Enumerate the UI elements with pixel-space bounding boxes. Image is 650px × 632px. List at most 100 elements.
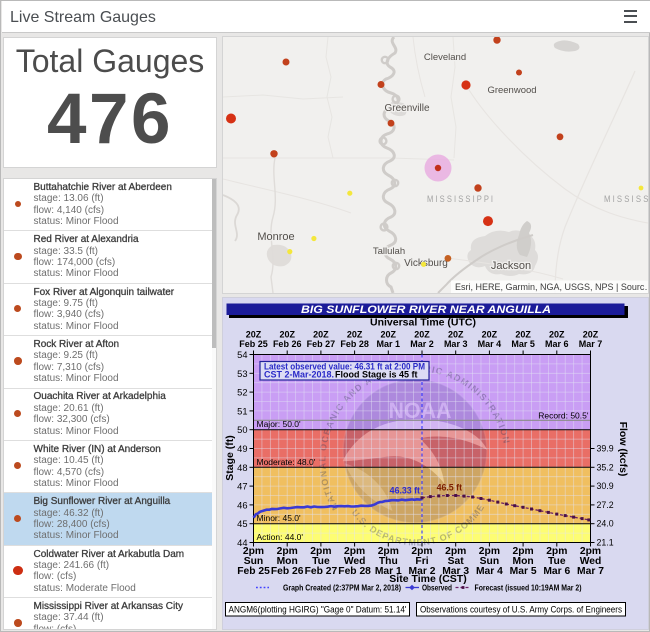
svg-text:Sun: Sun	[244, 556, 263, 567]
svg-text:Feb 27: Feb 27	[307, 339, 336, 349]
svg-text:Thu: Thu	[379, 556, 398, 567]
svg-text:48: 48	[237, 463, 247, 473]
svg-text:Graph Created (2:37PM Mar 2, 2: Graph Created (2:37PM Mar 2, 2018)	[283, 583, 401, 593]
svg-text:Forecast (issued 10:19AM Mar 2: Forecast (issued 10:19AM Mar 2)	[475, 583, 582, 593]
svg-text:Mon: Mon	[277, 556, 298, 567]
svg-text:Mar 6: Mar 6	[543, 566, 570, 577]
svg-text:20Z: 20Z	[515, 330, 531, 340]
svg-text:2pm: 2pm	[243, 546, 264, 557]
svg-text:2pm: 2pm	[546, 546, 567, 557]
svg-text:39.9: 39.9	[597, 444, 614, 454]
svg-text:Mar 5: Mar 5	[511, 339, 535, 349]
svg-text:2pm: 2pm	[513, 546, 534, 557]
svg-text:CST 2-Mar-2018.: CST 2-Mar-2018.	[264, 370, 334, 380]
svg-text:Jackson: Jackson	[491, 260, 531, 272]
svg-text:Observed: Observed	[422, 583, 452, 593]
svg-text:20Z: 20Z	[381, 330, 397, 340]
svg-text:20Z: 20Z	[549, 330, 565, 340]
svg-text:Site Time (CST): Site Time (CST)	[389, 573, 466, 585]
svg-text:Stage (ft): Stage (ft)	[224, 435, 236, 481]
svg-text:2pm: 2pm	[479, 546, 500, 557]
svg-text:50: 50	[237, 425, 247, 435]
svg-text:Universal Time (UTC): Universal Time (UTC)	[370, 317, 476, 329]
svg-text:M I S S I S S I P P I: M I S S I S S I P P I	[427, 194, 493, 205]
svg-text:20Z: 20Z	[414, 330, 430, 340]
svg-text:20Z: 20Z	[482, 330, 498, 340]
svg-text:Mar 2: Mar 2	[410, 339, 434, 349]
svg-text:51: 51	[237, 406, 247, 416]
svg-text:2pm: 2pm	[277, 546, 298, 557]
svg-text:46.5 ft: 46.5 ft	[437, 483, 462, 493]
svg-text:Mar 2: Mar 2	[409, 566, 436, 577]
svg-text:2pm: 2pm	[378, 546, 399, 557]
svg-text:Mar 3: Mar 3	[444, 339, 468, 349]
svg-text:Mar 1: Mar 1	[375, 566, 402, 577]
svg-text:M I S S I S S I P: M I S S I S S I P	[604, 194, 648, 205]
svg-text:2pm: 2pm	[411, 546, 432, 557]
svg-text:2pm: 2pm	[344, 546, 365, 557]
svg-text:20Z: 20Z	[583, 330, 599, 340]
svg-text:Mar 4: Mar 4	[478, 339, 502, 349]
svg-text:Latest observed value: 46.31 f: Latest observed value: 46.31 ft at 2:00 …	[264, 362, 425, 372]
svg-text:27.2: 27.2	[597, 500, 614, 510]
svg-text:20Z: 20Z	[313, 330, 329, 340]
svg-text:Wed: Wed	[344, 556, 366, 567]
svg-text:Greenwood: Greenwood	[487, 85, 536, 96]
svg-text:Moderate: 48.0': Moderate: 48.0'	[257, 457, 316, 467]
svg-text:Cleveland: Cleveland	[424, 52, 466, 63]
svg-text:BIG SUNFLOWER RIVER NEAR ANGUI: BIG SUNFLOWER RIVER NEAR ANGUILLA	[301, 304, 551, 316]
svg-text:Monroe: Monroe	[257, 231, 294, 243]
svg-text:Tallulah: Tallulah	[373, 246, 405, 257]
svg-text:Flow (kcfs): Flow (kcfs)	[617, 422, 629, 477]
svg-text:Sat: Sat	[448, 556, 465, 567]
svg-text:44: 44	[237, 538, 247, 548]
svg-text:Feb 28: Feb 28	[340, 339, 369, 349]
svg-text:Fri: Fri	[415, 556, 428, 567]
svg-text:Mar 7: Mar 7	[579, 339, 603, 349]
svg-text:52: 52	[237, 388, 247, 398]
svg-text:Tue: Tue	[548, 556, 566, 567]
svg-text:Mar 4: Mar 4	[476, 566, 503, 577]
svg-text:53: 53	[237, 369, 247, 379]
svg-text:Feb 25: Feb 25	[239, 339, 268, 349]
svg-text:Feb 26: Feb 26	[273, 339, 302, 349]
svg-text:Wed: Wed	[580, 556, 602, 567]
svg-text:Feb 28: Feb 28	[338, 566, 371, 577]
svg-text:20Z: 20Z	[448, 330, 464, 340]
svg-text:46.33 ft: 46.33 ft	[390, 486, 420, 496]
svg-text:Tue: Tue	[312, 556, 330, 567]
svg-text:Mar 1: Mar 1	[377, 339, 401, 349]
svg-text:2pm: 2pm	[445, 546, 466, 557]
svg-text:47: 47	[237, 482, 247, 492]
svg-text:Mar 3: Mar 3	[442, 566, 469, 577]
svg-text:Record: 50.5': Record: 50.5'	[538, 410, 589, 420]
svg-text:Mon: Mon	[513, 556, 534, 567]
svg-text:Feb 26: Feb 26	[271, 566, 304, 577]
svg-text:54: 54	[237, 350, 247, 360]
svg-text:Minor: 45.0': Minor: 45.0'	[257, 513, 302, 523]
svg-text:24.0: 24.0	[597, 519, 614, 529]
svg-text:Mar 6: Mar 6	[545, 339, 569, 349]
svg-text:Observations courtesy of U.S.: Observations courtesy of U.S. Army Corps…	[420, 605, 622, 615]
svg-text:20Z: 20Z	[246, 330, 262, 340]
svg-text:35.2: 35.2	[597, 462, 614, 472]
svg-text:30.9: 30.9	[597, 481, 614, 491]
svg-text:21.1: 21.1	[597, 538, 614, 548]
svg-text:Mar 5: Mar 5	[510, 566, 537, 577]
svg-text:ANGM6(plotting HGIRG) "Gage 0": ANGM6(plotting HGIRG) "Gage 0" Datum: 51…	[229, 605, 407, 615]
svg-text:2pm: 2pm	[580, 546, 601, 557]
svg-text:46: 46	[237, 500, 247, 510]
svg-text:Feb 25: Feb 25	[237, 566, 270, 577]
svg-text:49: 49	[237, 444, 247, 454]
svg-text:Esri, HERE, Garmin, NGA, USGS,: Esri, HERE, Garmin, NGA, USGS, NPS | Sou…	[455, 282, 648, 292]
svg-text:Major: 50.0': Major: 50.0'	[257, 419, 302, 429]
svg-text:20Z: 20Z	[279, 330, 295, 340]
svg-text:20Z: 20Z	[347, 330, 363, 340]
svg-text:45: 45	[237, 519, 247, 529]
svg-text:Greenville: Greenville	[384, 103, 429, 114]
svg-text:Mar 7: Mar 7	[577, 566, 604, 577]
svg-text:Sun: Sun	[480, 556, 499, 567]
svg-text:Action: 44.0': Action: 44.0'	[257, 532, 304, 542]
svg-text:Feb 27: Feb 27	[305, 566, 338, 577]
svg-text:Flood Stage is 45 ft: Flood Stage is 45 ft	[335, 370, 418, 380]
